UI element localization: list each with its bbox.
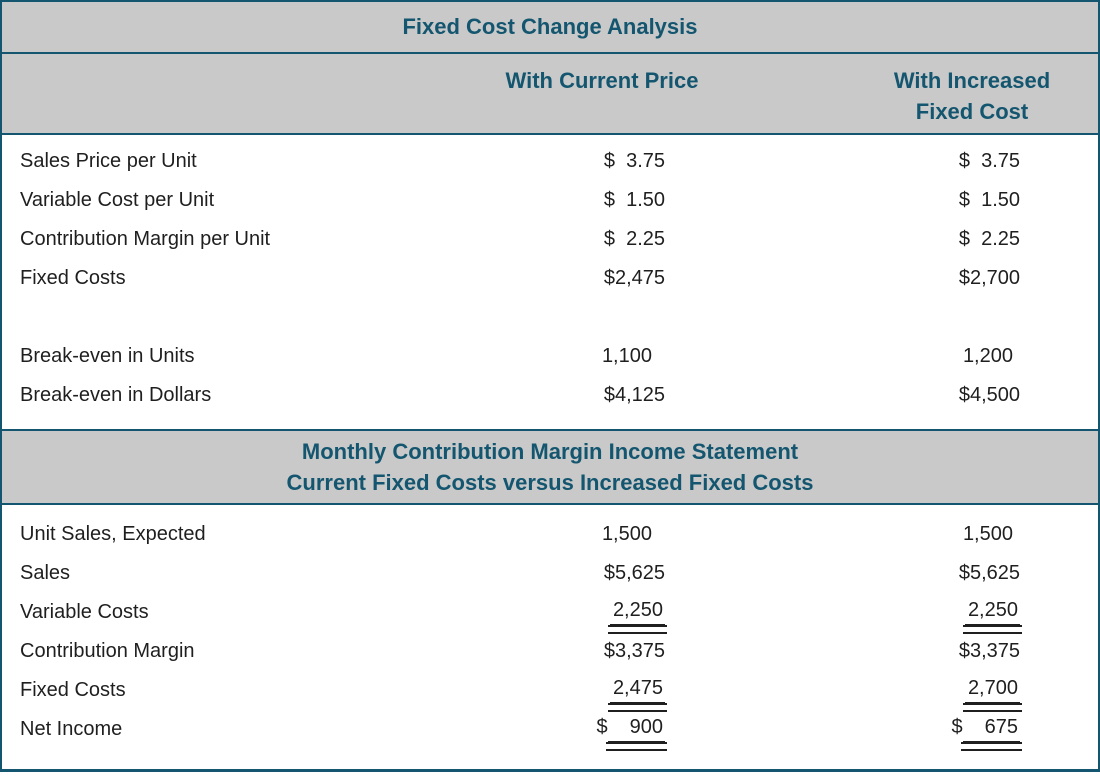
column-header-increased-fixed-cost-text: With Increased Fixed Cost [893, 68, 1051, 124]
table-row-fixed-costs: Fixed Costs $2,475 $2,700 [2, 259, 1098, 298]
table-row-unit-sales-expected: Unit Sales, Expected 1,500 1,500 [2, 515, 1098, 554]
income-statement-title-line1: Monthly Contribution Margin Income State… [301, 439, 799, 464]
row-label: Variable Cost per Unit [20, 189, 215, 211]
table-row-contribution-margin-per-unit: Contribution Margin per Unit $ 2.25 $ 2.… [2, 220, 1098, 259]
row-value-current: 2,250 [422, 599, 668, 634]
row-label: Fixed Costs [20, 679, 126, 701]
row-label: Variable Costs [20, 601, 149, 623]
currency-symbol: $ [951, 716, 963, 738]
underlined-amount: 900 [605, 716, 668, 751]
table-title-band: Fixed Cost Change Analysis [2, 2, 1098, 54]
row-label: Contribution Margin per Unit [20, 228, 271, 250]
row-label: Sales [20, 562, 71, 584]
table-row-variable-costs: Variable Costs 2,250 2,250 [2, 593, 1098, 634]
row-value-increased: 2,700 [665, 677, 1098, 712]
row-value-increased: 1,200 [962, 345, 1013, 367]
row-value-increased: 1,500 [962, 523, 1013, 545]
underlined-amount: 2,250 [607, 599, 668, 634]
row-value-increased: $3,375 [958, 640, 1020, 662]
income-statement-section: Unit Sales, Expected 1,500 1,500 Sales $… [2, 505, 1098, 769]
column-header-current-price: With Current Price [505, 68, 699, 93]
row-value-increased: $ 1.50 [958, 189, 1020, 211]
table-row-break-even-in-dollars: Break-even in Dollars $4,125 $4,500 [2, 376, 1098, 415]
row-label: Net Income [20, 718, 123, 740]
row-value-increased: $5,625 [958, 562, 1020, 584]
row-value-current: $4,125 [603, 384, 665, 406]
row-value-current: $ 2.25 [603, 228, 665, 250]
table-row-sales-price-per-unit: Sales Price per Unit $ 3.75 $ 3.75 [2, 142, 1098, 181]
row-value-increased: $675 [665, 716, 1098, 751]
currency-symbol: $ [596, 716, 608, 738]
row-value-increased: $4,500 [958, 384, 1020, 406]
income-statement-title-band: Monthly Contribution Margin Income State… [2, 429, 1098, 505]
column-header-increased-fixed-cost: With Increased Fixed Cost [762, 54, 1098, 133]
table-row-variable-cost-per-unit: Variable Cost per Unit $ 1.50 $ 1.50 [2, 181, 1098, 220]
row-value-current: $5,625 [603, 562, 665, 584]
row-value-current: 1,100 [601, 345, 652, 367]
row-value-increased: $2,700 [958, 267, 1020, 289]
column-header-band: With Current Price With Increased Fixed … [2, 54, 1098, 135]
row-label: Break-even in Dollars [20, 384, 212, 406]
column-header-spacer [2, 54, 422, 133]
row-value-current: $900 [422, 716, 668, 751]
row-value-increased: $ 2.25 [958, 228, 1020, 250]
row-value-increased: 2,250 [665, 599, 1098, 634]
underlined-amount: 2,250 [962, 599, 1023, 634]
row-value-current: 2,475 [422, 677, 668, 712]
table-row-break-even-in-units: Break-even in Units 1,100 1,200 [2, 337, 1098, 376]
spacer-row [2, 298, 1098, 337]
income-statement-title-line2: Current Fixed Costs versus Increased Fix… [286, 470, 814, 495]
underlined-amount: 2,700 [962, 677, 1023, 712]
row-value-current: $ 3.75 [603, 150, 665, 172]
row-value-increased: $ 3.75 [958, 150, 1020, 172]
table-row-net-income: Net Income $900 $675 [2, 710, 1098, 751]
table-row-fixed-costs-statement: Fixed Costs 2,475 2,700 [2, 671, 1098, 712]
row-value-current: 1,500 [601, 523, 652, 545]
row-label: Contribution Margin [20, 640, 195, 662]
row-label: Break-even in Units [20, 345, 195, 367]
row-label: Sales Price per Unit [20, 150, 197, 172]
underlined-amount: 675 [960, 716, 1023, 751]
row-label: Fixed Costs [20, 267, 126, 289]
row-value-current: $3,375 [603, 640, 665, 662]
underlined-amount: 2,475 [607, 677, 668, 712]
row-value-current: $2,475 [603, 267, 665, 289]
analysis-section: Sales Price per Unit $ 3.75 $ 3.75 Varia… [2, 135, 1098, 429]
table-row-sales: Sales $5,625 $5,625 [2, 554, 1098, 593]
row-label: Unit Sales, Expected [20, 523, 206, 545]
row-value-current: $ 1.50 [603, 189, 665, 211]
page-title: Fixed Cost Change Analysis [402, 14, 698, 39]
table-row-contribution-margin: Contribution Margin $3,375 $3,375 [2, 632, 1098, 671]
